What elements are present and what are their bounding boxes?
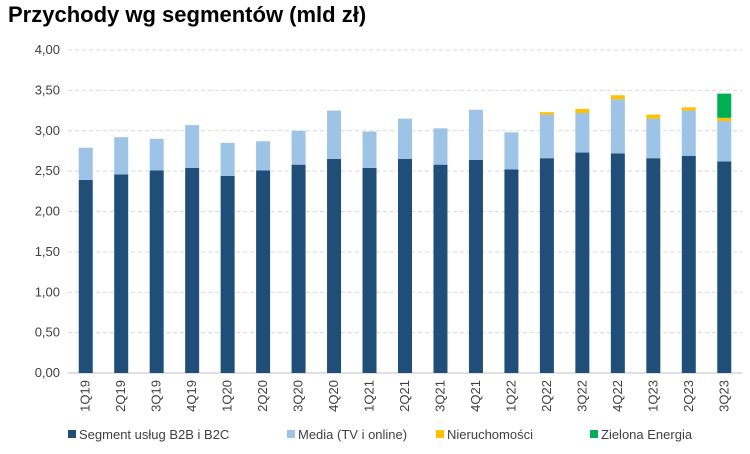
x-tick-label: 3Q22 [574, 380, 589, 412]
legend: Segment usług B2B i B2C Media (TV i onlin… [0, 427, 750, 445]
bar-segment [398, 159, 412, 373]
bar-segment [149, 138, 164, 171]
bar-segment [504, 132, 519, 170]
bar-segment [327, 159, 342, 373]
bar-segment [646, 118, 661, 159]
bar-segment [610, 95, 625, 100]
legend-label: Segment usług B2B i B2C [79, 427, 230, 442]
bar-segment [646, 114, 661, 119]
bar-segment [717, 121, 732, 162]
bar-segment [646, 158, 661, 373]
x-tick-label: 1Q19 [78, 380, 93, 412]
legend-swatch [436, 430, 444, 438]
y-tick-label: 3,50 [35, 82, 60, 97]
bar-segment [78, 147, 93, 181]
bar-segment [468, 159, 483, 373]
x-tick-label: 3Q20 [291, 380, 306, 412]
x-tick-label: 1Q22 [503, 380, 518, 412]
x-tick-label: 1Q23 [645, 380, 660, 412]
bar-segment [362, 131, 377, 168]
y-tick-label: 2,50 [35, 163, 60, 178]
y-tick-label: 1,00 [35, 284, 60, 299]
x-tick-label: 4Q22 [610, 380, 625, 412]
y-tick-label: 4,00 [35, 42, 60, 57]
legend-swatch [287, 430, 295, 438]
legend-label: Media (TV i online) [298, 427, 408, 442]
legend-item: Media (TV i online) [287, 427, 407, 442]
chart-title: Przychody wg segmentów (mld zł) [8, 2, 367, 27]
bar-segment [256, 141, 271, 171]
bar-segment [114, 174, 129, 373]
x-tick-label: 3Q23 [716, 380, 731, 412]
legend-item: Nieruchomości [436, 427, 533, 442]
bar-segment [185, 125, 200, 168]
x-tick-label: 4Q19 [184, 380, 199, 412]
x-tick-label: 1Q21 [362, 380, 377, 412]
bar-segment [291, 164, 306, 373]
bar-segment [291, 130, 306, 165]
bar-segment [575, 108, 590, 113]
x-tick-label: 2Q23 [681, 380, 696, 412]
bar-segment [717, 93, 732, 118]
x-axis-ticks: 1Q19 2Q19 3Q19 4Q19 1Q20 2Q20 3Q20 4Q20 1Q21 2Q21… [78, 380, 732, 412]
bar-segment [610, 99, 625, 154]
bar-segment [717, 117, 732, 122]
bar-segment [78, 180, 93, 373]
bar-segment [398, 118, 412, 160]
bar-segment [256, 170, 271, 373]
bar-segment [681, 110, 696, 156]
x-tick-label: 1Q20 [220, 380, 235, 412]
y-tick-label: 0,50 [35, 325, 60, 340]
bar-segment [468, 109, 483, 160]
legend-swatch [68, 430, 76, 438]
bar-segment [681, 107, 696, 111]
legend-swatch [590, 430, 598, 438]
bar-segment [575, 112, 590, 153]
x-tick-label: 2Q21 [397, 380, 412, 412]
x-tick-label: 2Q22 [539, 380, 554, 412]
bar-segment [539, 158, 554, 373]
y-tick-label: 3,00 [35, 123, 60, 138]
bar-segment [433, 128, 448, 165]
bar-segment [433, 164, 448, 373]
bar-segment [575, 152, 590, 373]
bar-segment [114, 137, 129, 175]
y-tick-label: 1,50 [35, 244, 60, 259]
x-tick-label: 3Q21 [432, 380, 447, 412]
bar-segment [149, 170, 164, 373]
y-tick-label: 0,00 [35, 365, 60, 380]
y-axis-ticks: 0,00 0,50 1,00 1,50 2,00 2,50 3,00 3,50 4,00 [35, 42, 60, 380]
x-tick-label: 3Q19 [149, 380, 164, 412]
x-tick-label: 2Q19 [113, 380, 128, 412]
legend-item: Zielona Energia [590, 427, 692, 442]
bar-segment [717, 161, 732, 373]
bar-segment [327, 110, 342, 160]
bar-segment [220, 175, 235, 373]
legend-label: Zielona Energia [601, 427, 693, 442]
bar-segment [504, 169, 519, 373]
bar-segment [681, 155, 696, 373]
x-tick-label: 4Q21 [468, 380, 483, 412]
bars [78, 93, 732, 373]
bar-segment [185, 167, 200, 373]
bar-segment [362, 167, 377, 373]
legend-item: Segment usług B2B i B2C [68, 427, 229, 442]
legend-label: Nieruchomości [447, 427, 533, 442]
x-tick-label: 2Q20 [255, 380, 270, 412]
x-tick-label: 4Q20 [326, 380, 341, 412]
bar-segment [220, 142, 235, 176]
bar-segment [539, 114, 554, 159]
y-tick-label: 2,00 [35, 204, 60, 219]
bar-segment [610, 153, 625, 373]
bar-segment [539, 112, 554, 115]
